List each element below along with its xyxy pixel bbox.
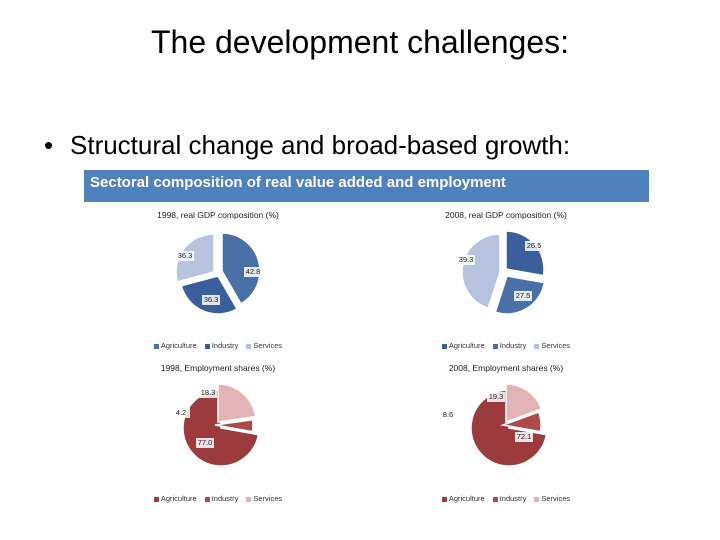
pie-slice-services	[175, 233, 215, 283]
legend-item-agriculture: Agriculture	[441, 494, 485, 503]
pie-chart-gdp-1998: 42.8 36.3 36.3	[175, 232, 262, 315]
legend-item-industry: Industry	[204, 494, 239, 503]
legend-swatch	[534, 343, 540, 349]
data-label-industry: 4.2	[176, 408, 186, 417]
bullet-text: Structural change and broad-based growth…	[70, 130, 571, 160]
chart-panel-employment-1998: 1998, Employment shares (%) 77.0 4.2 18.3 …	[68, 363, 368, 503]
data-label-agriculture: 77.0	[198, 438, 213, 447]
legend-label: Industry	[499, 494, 527, 503]
data-label-services: 36.3	[204, 295, 219, 304]
section-banner: Sectoral composition of real value added…	[84, 170, 649, 202]
pie-slice-industry	[180, 275, 239, 315]
legend-item-industry: Industry	[204, 341, 239, 350]
data-label-industry: 8.6	[443, 410, 453, 419]
chart-title: 1998, real GDP composition (%)	[157, 210, 279, 220]
legend-item-agriculture: Agriculture	[153, 494, 197, 503]
data-label-services: 18.3	[201, 388, 216, 397]
chart-legend: Agriculture Industry Services	[68, 341, 368, 350]
data-label-background	[172, 408, 190, 418]
bullet-point: • Structural change and broad-based growt…	[44, 130, 570, 161]
legend-label: Agriculture	[160, 494, 197, 503]
chart-legend: Agriculture Industry Services	[68, 494, 368, 503]
legend-label: Services	[541, 494, 571, 503]
legend-label: Industry	[211, 341, 239, 350]
chart-title: 2008, real GDP composition (%)	[445, 210, 567, 220]
legend-item-services: Services	[246, 494, 282, 503]
pie-slice-agriculture	[221, 232, 261, 305]
data-label-background	[199, 388, 217, 398]
data-label-services: 39.3	[459, 255, 474, 264]
data-label-background	[196, 438, 214, 448]
chart-panel-gdp-1998: 1998, real GDP composition (%) 42.8 36.3 3…	[68, 210, 368, 350]
pie-slice-services	[505, 383, 543, 424]
chart-legend: Agriculture Industry Services	[356, 494, 656, 503]
bullet-symbol: •	[44, 130, 54, 160]
pie-slice-industry	[214, 418, 254, 433]
pie-chart-gdp-2008: 26.5 27.5 39.3	[457, 230, 546, 315]
legend-label: Services	[253, 341, 283, 350]
legend-swatch	[204, 343, 210, 349]
legend-item-services: Services	[534, 341, 570, 350]
legend-swatch	[246, 343, 252, 349]
data-label-industry: 27.5	[516, 291, 531, 300]
data-label-background	[176, 251, 194, 261]
legend-label: Agriculture	[160, 341, 197, 350]
pie-slice-services	[461, 233, 501, 310]
legend-item-industry: Industry	[492, 341, 527, 350]
pie-slice-services	[217, 383, 257, 423]
legend-item-services: Services	[534, 494, 570, 503]
legend-swatch	[246, 496, 252, 502]
legend-swatch	[153, 496, 159, 502]
legend-swatch	[492, 496, 498, 502]
legend-swatch	[492, 343, 498, 349]
data-label-background	[202, 295, 220, 305]
data-label-background	[515, 432, 533, 442]
legend-label: Services	[541, 341, 571, 350]
legend-swatch	[534, 496, 540, 502]
chart-title: 2008, Employment shares (%)	[448, 363, 564, 373]
chart-title: 1998, Employment shares (%)	[160, 363, 276, 373]
data-label-agriculture: 72.1	[517, 432, 532, 441]
legend-label: Agriculture	[448, 341, 485, 350]
legend-label: Industry	[499, 341, 527, 350]
data-label-background	[439, 410, 457, 420]
legend-swatch	[441, 343, 447, 349]
data-label-background	[487, 392, 505, 402]
pie-chart-employment-2008: 72.1 8.6 19.3	[439, 383, 548, 467]
chart-panel-employment-2008: 2008, Employment shares (%) 72.1 8.6 19.3 …	[356, 363, 656, 503]
data-label-agriculture: 42.8	[246, 267, 261, 276]
legend-swatch	[153, 343, 159, 349]
data-label-background	[525, 241, 543, 251]
data-label-background	[244, 267, 262, 277]
legend-label: Services	[253, 494, 283, 503]
legend-label: Industry	[211, 494, 239, 503]
pie-slice-industry	[500, 411, 542, 433]
legend-item-services: Services	[246, 341, 282, 350]
legend-item-agriculture: Agriculture	[153, 341, 197, 350]
slide-title: The development challenges:	[150, 24, 570, 60]
legend-swatch	[441, 496, 447, 502]
legend-swatch	[204, 496, 210, 502]
data-label-services: 19.3	[489, 392, 504, 401]
data-label-background	[457, 255, 475, 265]
legend-label: Agriculture	[448, 494, 485, 503]
data-label-agriculture: 26.5	[527, 241, 542, 250]
pie-chart-employment-1998: 77.0 4.2 18.3	[172, 383, 260, 467]
chart-legend: Agriculture Industry Services	[356, 341, 656, 350]
legend-item-industry: Industry	[492, 494, 527, 503]
data-label-background	[514, 291, 532, 301]
legend-item-agriculture: Agriculture	[441, 341, 485, 350]
data-label-industry: 36.3	[178, 251, 193, 260]
pie-slice-agriculture	[505, 230, 545, 277]
chart-panel-gdp-2008: 2008, real GDP composition (%) 26.5 27.5 3…	[356, 210, 656, 350]
